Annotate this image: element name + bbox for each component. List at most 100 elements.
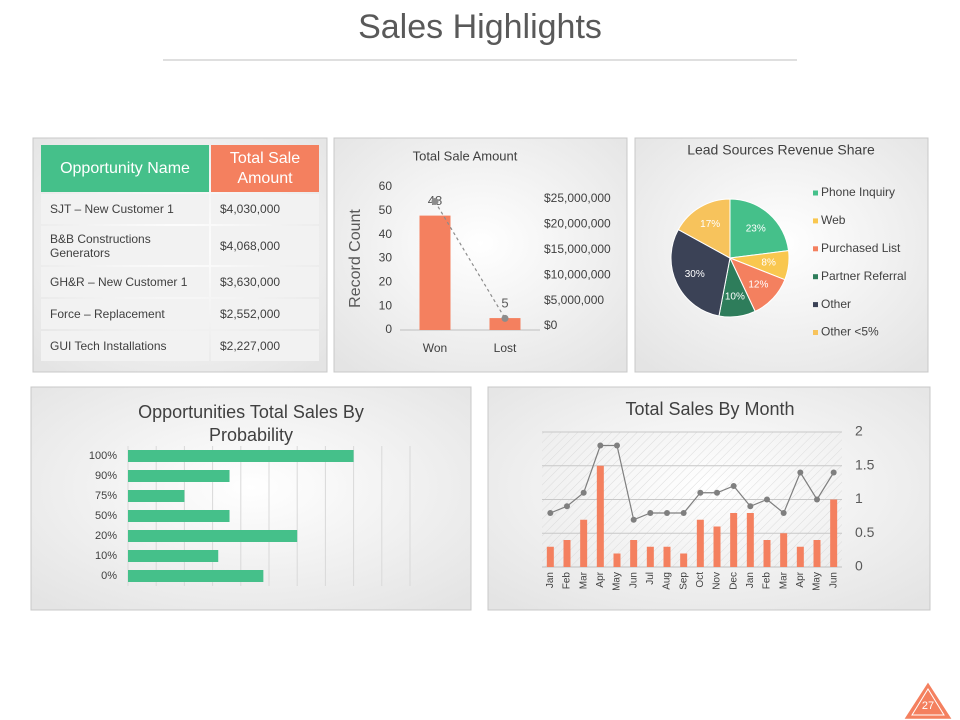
data-label: 12% <box>748 279 768 290</box>
x-tick-label: Apr <box>795 571 806 587</box>
y-tick-label: 30 <box>379 251 393 265</box>
y-tick-label: 10 <box>379 298 393 312</box>
line-marker <box>797 469 804 476</box>
table-cell: GUI Tech Installations <box>41 331 209 361</box>
bar <box>830 499 838 567</box>
bar <box>696 519 704 567</box>
y-tick-label: 1 <box>855 490 863 506</box>
legend-label: Other <5% <box>821 325 879 339</box>
bar <box>128 450 354 462</box>
bar <box>646 546 654 567</box>
x-tick-label: May <box>612 572 623 591</box>
legend-label: Partner Referral <box>821 269 906 283</box>
line-marker <box>664 510 670 516</box>
slide-title: Sales Highlights <box>358 8 602 46</box>
y2-tick-label: $20,000,000 <box>544 217 611 231</box>
x-tick-label: Mar <box>578 571 589 589</box>
legend-label: Purchased List <box>821 241 901 255</box>
bar <box>128 550 219 562</box>
chart-title: Opportunities Total Sales By Probability <box>138 402 364 445</box>
x-tick-label: Feb <box>562 572 573 590</box>
table-cell: B&B Constructions Generators <box>41 226 209 265</box>
line-marker <box>764 496 770 503</box>
bar <box>680 553 688 567</box>
legend-swatch <box>813 330 818 335</box>
y2-tick-label: $5,000,000 <box>544 293 604 307</box>
y-tick-label: 0% <box>101 570 117 582</box>
table-cell: $4,068,000 <box>211 226 319 265</box>
y-tick-label: 100% <box>89 450 117 462</box>
y2-tick-label: $25,000,000 <box>544 191 611 205</box>
y2-tick-label: $15,000,000 <box>544 242 611 256</box>
y-tick-label: 1.5 <box>855 456 875 472</box>
bar <box>563 540 571 567</box>
legend-swatch <box>813 190 818 196</box>
bar <box>630 540 638 567</box>
y-tick-label: 0 <box>855 558 863 574</box>
bar <box>730 513 738 567</box>
y-tick-label: 60 <box>379 179 393 193</box>
data-label: 30% <box>685 269 705 280</box>
line-marker <box>501 314 509 322</box>
legend-swatch <box>813 302 818 308</box>
bar <box>546 546 554 567</box>
y-tick-label: 2 <box>855 423 863 439</box>
bar <box>663 546 671 567</box>
line-marker <box>814 496 820 503</box>
data-label: 8% <box>761 258 776 269</box>
bar <box>128 530 298 542</box>
bar <box>713 526 721 567</box>
line-marker <box>630 516 637 523</box>
y2-tick-label: $10,000,000 <box>544 267 611 281</box>
table-cell: $2,552,000 <box>211 299 319 329</box>
line-marker <box>780 510 787 516</box>
pie-slice <box>670 228 731 317</box>
data-label: 10% <box>725 291 745 302</box>
y-tick-label: 90% <box>95 470 117 482</box>
data-label: 5 <box>501 296 508 311</box>
bar <box>596 465 604 567</box>
line-marker <box>431 198 439 206</box>
bar <box>128 490 185 502</box>
bar <box>489 318 521 330</box>
x-tick-label: Feb <box>762 572 773 590</box>
table-cell: GH&R – New Customer 1 <box>41 267 209 297</box>
y-tick-label: 75% <box>95 490 117 502</box>
bar <box>419 215 451 330</box>
bar <box>128 470 230 482</box>
pie-slice <box>729 198 790 259</box>
y2-tick-label: $0 <box>544 318 558 332</box>
table-cell: $2,227,000 <box>211 331 319 361</box>
x-tick-label: Lost <box>494 341 517 355</box>
legend-swatch <box>813 274 818 280</box>
legend-label: Phone Inquiry <box>821 185 895 199</box>
x-tick-label: Nov <box>712 572 723 590</box>
table-cell: SJT – New Customer 1 <box>41 194 209 224</box>
bar <box>746 513 754 567</box>
x-tick-label: Jul <box>645 572 656 585</box>
y-tick-label: 40 <box>379 227 393 241</box>
line <box>550 444 835 521</box>
table-cell: Force – Replacement <box>41 299 209 329</box>
bar <box>128 570 264 582</box>
x-tick-label: Aug <box>662 572 673 590</box>
y-tick-label: 0 <box>385 322 392 336</box>
data-label: 17% <box>700 219 720 230</box>
bar <box>796 546 804 567</box>
table-cell: $4,030,000 <box>211 194 319 224</box>
page-number: 27 <box>922 700 934 712</box>
line-marker <box>680 510 687 516</box>
line-marker <box>730 483 737 489</box>
legend-swatch <box>813 246 818 252</box>
x-tick-label: Dec <box>728 572 739 590</box>
line-marker <box>564 503 570 510</box>
line-marker <box>547 510 554 516</box>
page-badge <box>904 682 952 719</box>
y-tick-label: 0.5 <box>855 524 875 540</box>
y-tick-label: 20% <box>95 530 117 542</box>
line-marker <box>580 489 587 496</box>
y-tick-label: 10% <box>95 550 117 562</box>
y-tick-label: 20 <box>379 275 393 289</box>
table-header: Total Sale Amount <box>211 145 319 192</box>
